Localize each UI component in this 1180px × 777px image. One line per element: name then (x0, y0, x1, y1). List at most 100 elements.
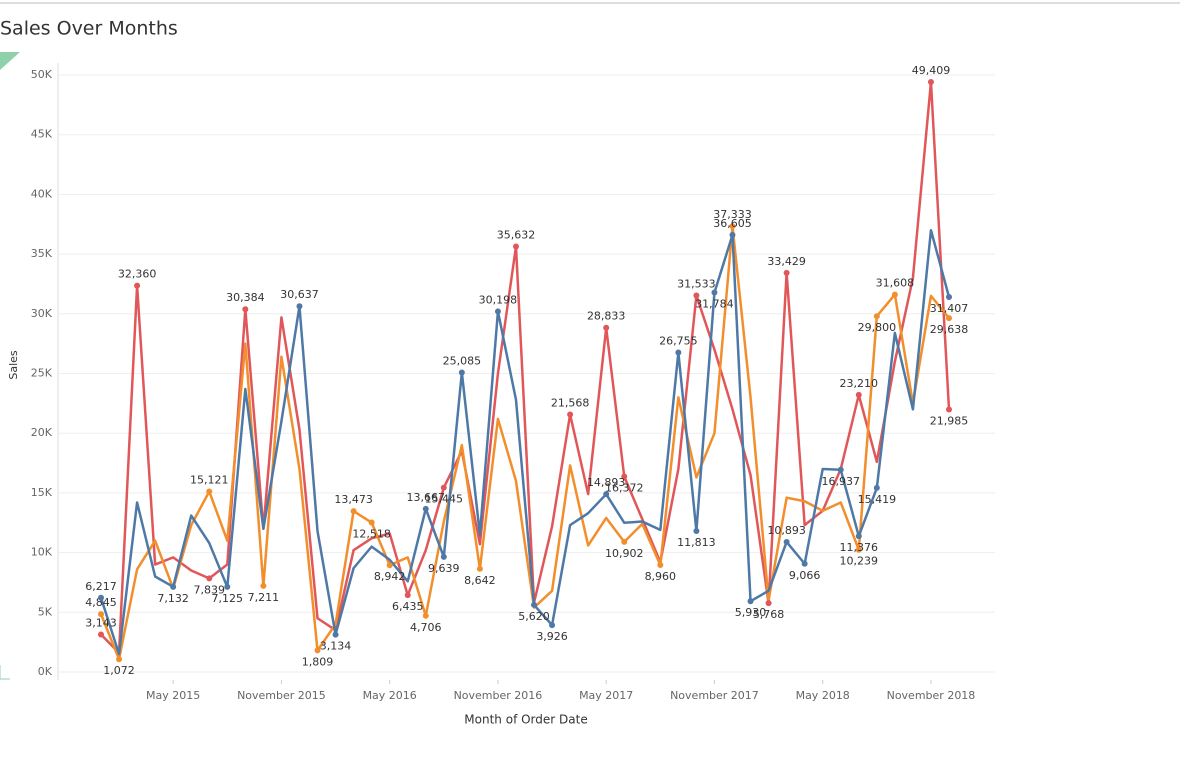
data-label: 5,620 (518, 610, 550, 623)
point (693, 292, 700, 299)
data-label: 31,533 (677, 277, 716, 290)
data-label: 26,755 (659, 335, 698, 348)
point (350, 508, 357, 515)
data-label: 13,473 (334, 493, 373, 506)
point (873, 484, 880, 491)
x-tick-label: November 2015 (237, 689, 326, 702)
point (458, 369, 465, 376)
data-label: 4,706 (410, 621, 442, 634)
point (711, 289, 718, 296)
data-label: 11,376 (840, 541, 879, 554)
point (116, 656, 123, 663)
data-label: 10,239 (840, 555, 879, 568)
y-tick-label: 15K (31, 486, 53, 499)
point (837, 466, 844, 473)
point (98, 594, 104, 601)
y-tick-label: 10K (31, 546, 53, 559)
data-label: 5,768 (753, 608, 785, 621)
y-tick-label: 25K (31, 367, 53, 380)
data-label: 36,605 (713, 217, 752, 230)
data-label: 13,667 (407, 491, 446, 504)
corner-bracket (0, 665, 10, 680)
data-label: 29,800 (858, 321, 897, 334)
data-label: 8,960 (645, 570, 677, 583)
y-tick-label: 40K (31, 187, 53, 200)
data-label: 49,409 (912, 64, 951, 77)
data-label: 21,568 (551, 396, 590, 409)
point (206, 488, 213, 495)
point (404, 592, 411, 599)
data-label: 25,085 (443, 354, 482, 367)
data-label: 30,637 (280, 288, 319, 301)
point (783, 269, 790, 276)
point (476, 565, 483, 572)
data-label: 12,518 (352, 528, 391, 541)
data-label: 10,902 (605, 547, 644, 560)
point (946, 315, 952, 322)
point (242, 306, 249, 313)
data-label: 31,784 (695, 297, 734, 310)
data-label: 7,839 (194, 583, 226, 596)
data-label: 15,121 (190, 473, 229, 486)
data-label: 16,937 (821, 475, 860, 488)
data-label: 29,638 (930, 323, 969, 336)
y-tick-label: 5K (38, 605, 53, 618)
x-tick-label: May 2015 (146, 689, 200, 702)
point (368, 519, 375, 526)
data-label: 31,608 (876, 277, 915, 290)
point (891, 291, 898, 298)
point (531, 601, 538, 608)
data-label: 28,833 (587, 310, 626, 323)
point (801, 560, 808, 567)
point (134, 282, 141, 289)
data-label: 31,407 (930, 302, 969, 315)
line (100, 80, 951, 655)
point (260, 582, 267, 589)
data-label: 4,845 (85, 596, 117, 609)
point (693, 527, 700, 534)
point (603, 324, 610, 331)
data-label: 15,419 (858, 493, 897, 506)
data-label: 9,639 (428, 562, 460, 575)
data-label: 8,942 (374, 570, 406, 583)
point (440, 484, 447, 491)
data-label: 1,072 (103, 664, 135, 677)
data-label: 7,211 (248, 591, 280, 604)
point (873, 313, 880, 320)
point (855, 533, 862, 540)
data-label: 3,143 (85, 616, 117, 629)
y-tick-label: 30K (31, 307, 53, 320)
point (440, 553, 447, 560)
point (567, 411, 574, 418)
point (946, 406, 952, 413)
data-label: 35,632 (497, 229, 536, 242)
x-tick-label: November 2016 (454, 689, 543, 702)
point (855, 391, 862, 398)
data-label: 3,926 (536, 630, 568, 643)
point (946, 294, 952, 301)
data-label: 9,066 (789, 569, 821, 582)
data-label: 37,333 (713, 208, 752, 221)
y-tick-label: 45K (31, 128, 53, 141)
data-label: 3,134 (320, 640, 352, 653)
x-tick-label: November 2017 (670, 689, 759, 702)
point (314, 647, 321, 654)
data-label: 7,125 (212, 592, 244, 605)
y-axis-title: Sales (7, 350, 20, 380)
y-tick-label: 20K (31, 426, 53, 439)
point (729, 223, 736, 230)
point (621, 473, 628, 480)
point (621, 538, 628, 545)
data-label: 30,198 (479, 293, 518, 306)
y-tick-label: 0K (38, 665, 53, 678)
point (386, 562, 393, 569)
x-axis-title: Month of Order Date (464, 713, 587, 727)
point (494, 308, 501, 315)
data-label: 7,132 (157, 592, 189, 605)
point (657, 562, 664, 569)
data-label: 8,642 (464, 574, 496, 587)
data-label: 15,445 (425, 493, 464, 506)
point (98, 631, 104, 638)
point (765, 600, 772, 607)
